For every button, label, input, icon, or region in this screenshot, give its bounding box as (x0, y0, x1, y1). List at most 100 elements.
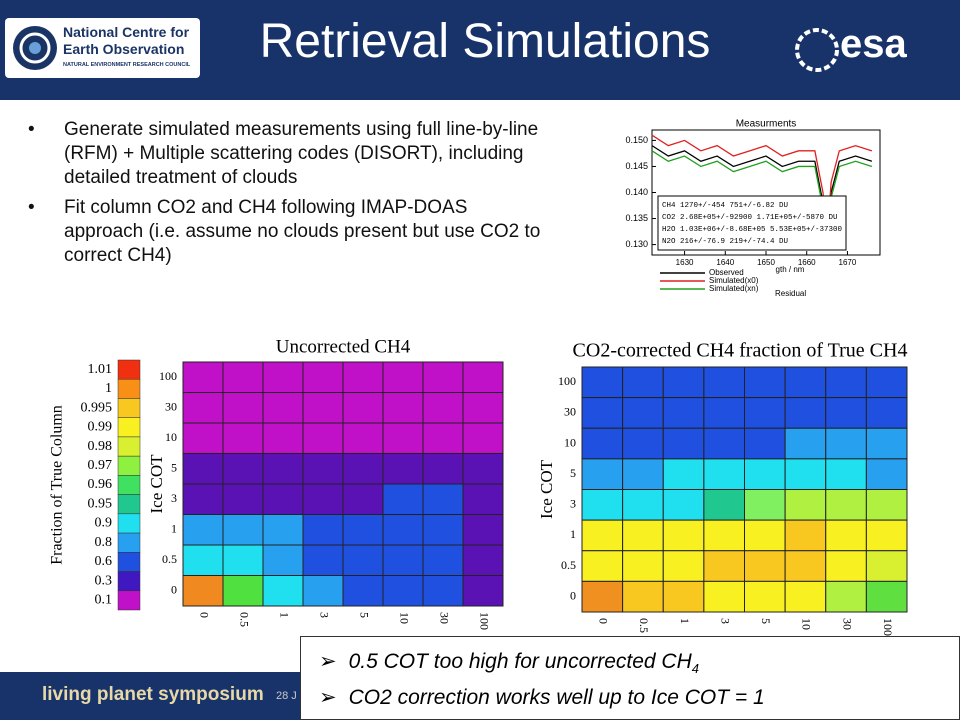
heatmap-cell (422, 422, 464, 454)
heatmap-cell (182, 544, 224, 576)
annotation-line: N2O 216+/-76.9 219+/-74.4 DU (662, 238, 788, 246)
row-label: 100 (159, 369, 177, 383)
colorbar-cell (117, 398, 141, 418)
colorbar-cell (117, 513, 141, 534)
heatmap-cell (581, 458, 624, 490)
heatmap-cell (262, 361, 304, 393)
heatmap-cell (382, 544, 424, 576)
row-label: 5 (171, 461, 177, 475)
heatmap-cell (581, 519, 624, 552)
col-label: 10 (397, 612, 411, 624)
row-label: 30 (165, 400, 177, 414)
esa-icon (795, 28, 839, 72)
heatmap-cell (825, 489, 867, 521)
colorbar-label: 1.01 (88, 362, 113, 377)
heatmap-cell (262, 453, 304, 485)
heatmap-axis-label: Ice COT (537, 459, 556, 519)
footer-date: 28 J (276, 690, 297, 702)
heatmap-title: CO2-corrected CH4 fraction of True CH4 (573, 340, 908, 362)
annotation-box (657, 195, 847, 251)
y-tick-label: 0.130 (625, 239, 648, 249)
logo-text: Earth Observation (63, 41, 185, 57)
heatmap-cell (622, 489, 664, 521)
heatmap-cell (302, 514, 344, 546)
heatmap-cell (703, 550, 745, 582)
heatmap-cell (744, 458, 786, 490)
heatmap-cell (182, 483, 224, 515)
col-label: 1 (678, 618, 692, 624)
col-label: 30 (437, 612, 451, 624)
heatmap-cell (622, 519, 664, 552)
colorbar-label: 1 (105, 381, 112, 396)
heatmap-cell (703, 458, 745, 490)
heatmap-cell (662, 397, 705, 429)
colorbar-label: 0.1 (95, 593, 113, 608)
heatmap-cell (865, 427, 908, 460)
colorbar-label: 0.99 (88, 420, 113, 435)
heatmap-cell (342, 453, 384, 485)
heatmap-cell (182, 422, 224, 454)
heatmap-cell (784, 489, 827, 521)
col-label: 0 (597, 618, 611, 624)
heatmap-cell (182, 453, 224, 485)
col-label: 3 (317, 612, 331, 618)
heatmap-cell (182, 392, 224, 424)
annotation-line: CO2 2.68E+05+/-92900 1.71E+05+/-5870 DU (662, 214, 838, 222)
y-tick-label: 0.135 (625, 213, 648, 223)
col-label: 10 (800, 618, 814, 630)
heatmap-cell (382, 514, 424, 546)
colorbar-cell (117, 359, 141, 380)
heatmap-cell (744, 489, 786, 521)
row-label: 0 (171, 583, 177, 597)
col-label: 0.5 (237, 612, 251, 627)
heatmap-cell (342, 392, 384, 424)
heatmap-cell (382, 575, 424, 607)
heatmap-cell (462, 514, 504, 546)
heatmap-cell (784, 550, 827, 582)
colorbar-cell (117, 378, 141, 399)
heatmap-cell (422, 453, 464, 485)
heatmap-cell (222, 453, 264, 485)
colorbar-label: 0.8 (95, 535, 113, 550)
col-label: 100 (477, 612, 491, 630)
annotation-line: H2O 1.03E+06+/-8.68E+05 5.53E+05+/-37300 (662, 226, 843, 234)
heatmap-cell (581, 366, 624, 399)
heatmap-cell (222, 544, 264, 576)
x-tick-label: 1670 (839, 258, 857, 267)
heatmap-cell (302, 392, 344, 424)
colorbar-axis-label: Fraction of True Column (49, 405, 66, 565)
colorbar-cell (117, 417, 141, 438)
colorbar-label: 0.9 (95, 516, 113, 531)
heatmap-cell (382, 422, 424, 454)
heatmap-cell (865, 580, 908, 613)
heatmap-cell (422, 575, 464, 607)
x-tick-label: 1660 (798, 258, 816, 267)
heatmap-cell (462, 575, 504, 607)
heatmap-cell (182, 575, 224, 607)
heatmap-cell (825, 550, 867, 582)
conclusion-box: 0.5 COT too high for uncorrected CH4 CO2… (300, 636, 960, 720)
heatmap-cell (622, 397, 664, 429)
heatmap-cell (262, 575, 304, 607)
heatmap-cell (581, 397, 624, 429)
heatmap-cell (262, 483, 304, 515)
row-label: 3 (570, 497, 576, 511)
heatmap-cell (865, 489, 908, 521)
row-label: 10 (564, 435, 576, 449)
conclusion: 0.5 COT too high for uncorrected CH4 (319, 649, 699, 676)
heatmap-cell (622, 366, 664, 399)
heatmap-cell (302, 422, 344, 454)
row-label: 100 (558, 374, 576, 388)
row-label: 1 (570, 527, 576, 541)
heatmap-cell (302, 361, 344, 393)
heatmap-cell (662, 366, 705, 399)
heatmap-cell (825, 580, 867, 613)
row-label: 0.5 (561, 558, 576, 572)
heatmap-cell (581, 427, 624, 460)
heatmap-cell (865, 550, 908, 582)
colorbar-label: 0.995 (81, 400, 113, 415)
heatmap-cell (703, 397, 745, 429)
heatmap-cell (302, 575, 344, 607)
heatmap-cell (825, 366, 867, 399)
heatmap-cell (462, 361, 504, 393)
